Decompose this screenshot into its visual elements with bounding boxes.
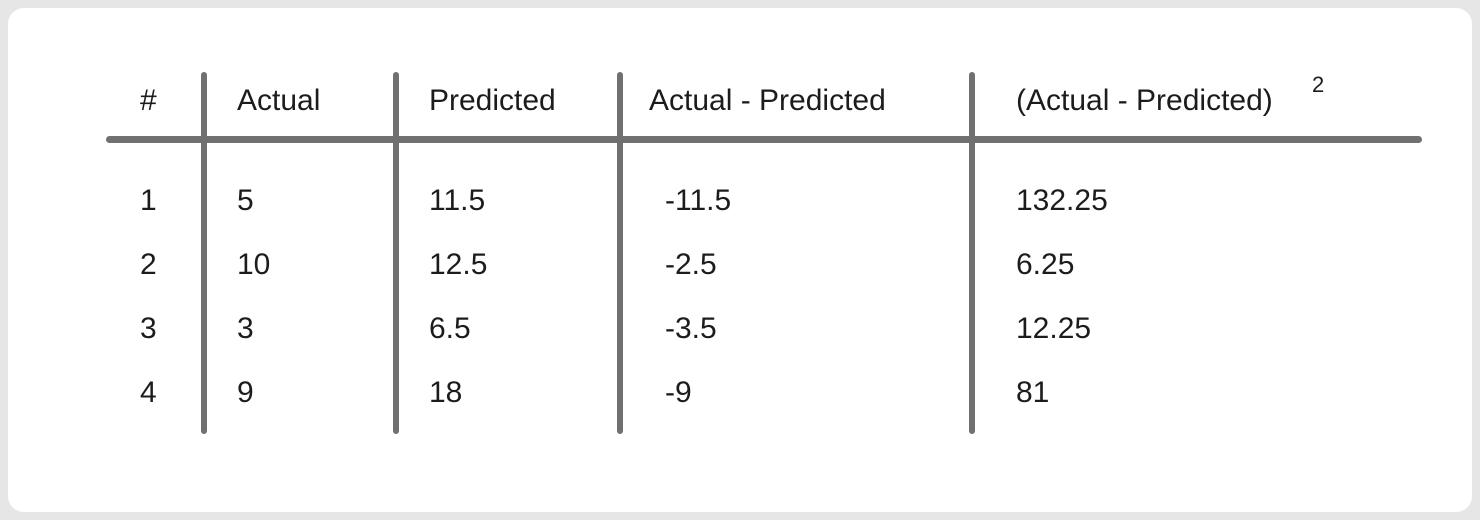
table-cell: 6.5 bbox=[429, 312, 471, 345]
header-divider bbox=[106, 136, 1422, 143]
table-card: # Actual Predicted Actual - Predicted (A… bbox=[8, 8, 1472, 512]
table-cell: 3 bbox=[140, 312, 157, 345]
column-divider-2 bbox=[393, 72, 399, 434]
table-cell: 2 bbox=[140, 248, 157, 281]
table-cell: -11.5 bbox=[665, 184, 732, 217]
header-difference: Actual - Predicted bbox=[649, 84, 886, 117]
table-cell: 12.5 bbox=[429, 248, 488, 281]
table-cell: -9 bbox=[665, 376, 692, 409]
table-cell: 12.25 bbox=[1016, 312, 1092, 345]
table-cell: 10 bbox=[237, 248, 271, 281]
table-cell: 6.25 bbox=[1016, 248, 1075, 281]
header-squared-superscript: 2 bbox=[1312, 72, 1325, 97]
table-cell: 81 bbox=[1016, 376, 1050, 409]
table-cell: 11.5 bbox=[429, 184, 486, 217]
header-squared-difference: (Actual - Predicted) bbox=[1016, 84, 1273, 117]
table-cell: 18 bbox=[429, 376, 463, 409]
header-index: # bbox=[140, 84, 157, 117]
table-cell: 4 bbox=[140, 376, 157, 409]
table-cell: 3 bbox=[237, 312, 254, 345]
table-cell: 132.25 bbox=[1016, 184, 1108, 217]
header-predicted: Predicted bbox=[429, 84, 556, 117]
header-actual: Actual bbox=[237, 84, 321, 117]
table-cell: -2.5 bbox=[665, 248, 717, 281]
column-divider-3 bbox=[617, 72, 623, 434]
table-cell: 5 bbox=[237, 184, 254, 217]
table-cell: 1 bbox=[140, 184, 157, 217]
table-cell: -3.5 bbox=[665, 312, 717, 345]
table-cell: 9 bbox=[237, 376, 254, 409]
column-divider-1 bbox=[201, 72, 207, 434]
column-divider-4 bbox=[969, 72, 975, 434]
